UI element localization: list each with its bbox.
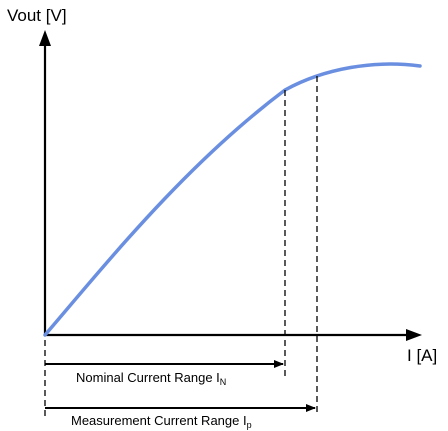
y-axis-label: Vout [V] — [7, 6, 67, 25]
x-axis-arrowhead — [406, 329, 422, 341]
measurement-range-label: Measurement Current Range Ip — [71, 413, 252, 430]
nominal-range-label: Nominal Current Range IN — [76, 370, 226, 387]
x-axis-label: I [A] — [407, 346, 437, 365]
output-curve — [43, 62, 422, 337]
y-axis-arrowhead — [39, 30, 51, 46]
